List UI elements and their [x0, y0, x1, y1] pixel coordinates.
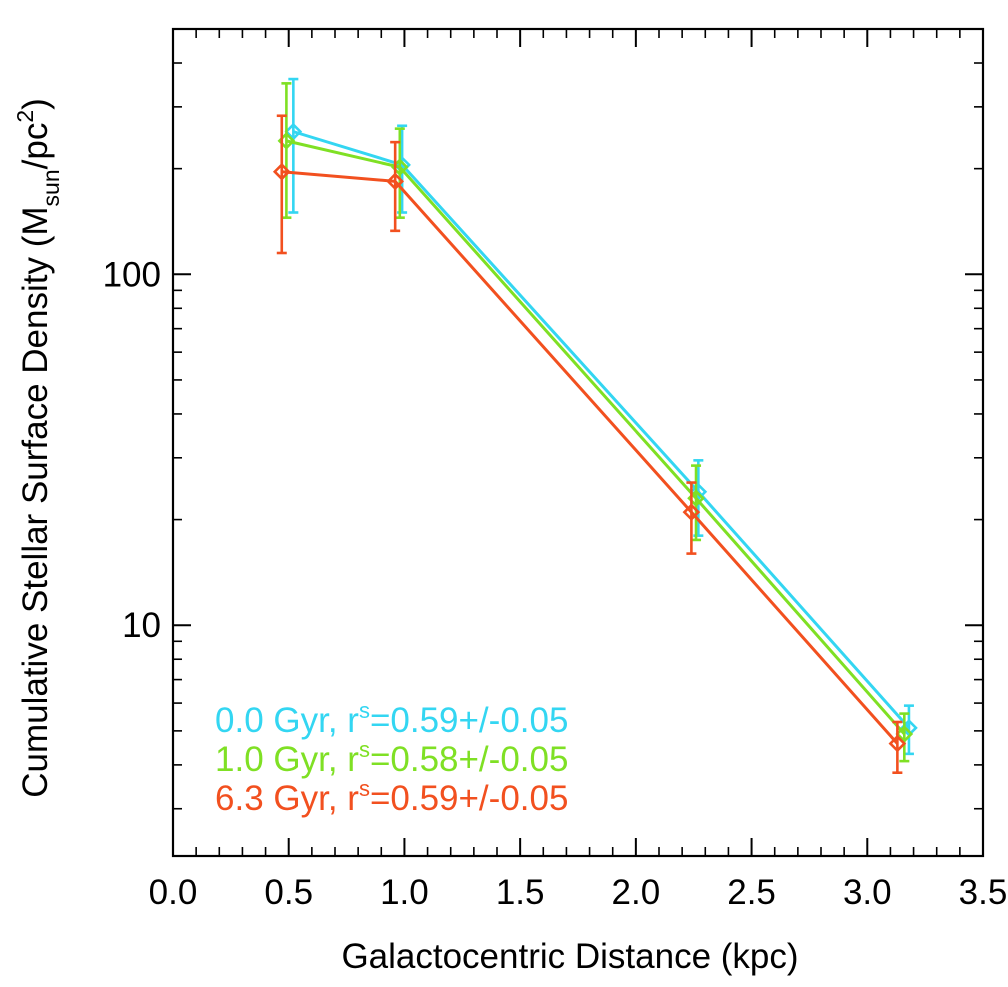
- legend-entry-value: =0.58+/-0.05: [370, 740, 569, 779]
- y-axis-label-mass-subscript: sun: [38, 169, 64, 206]
- series-line: [292, 130, 911, 729]
- series-line: [286, 139, 906, 735]
- x-tick-label: 0.0: [149, 873, 198, 912]
- data-point-diamond: [272, 162, 291, 181]
- y-axis-label-suffix: ): [16, 98, 55, 110]
- y-axis-label-area-superscript: 2: [12, 110, 38, 123]
- legend-entry-subscript: s: [359, 737, 370, 762]
- x-tick-label: 3.5: [959, 873, 1008, 912]
- data-point-diamond: [682, 503, 701, 521]
- legend-entry-1: 1.0 Gyr, rs=0.58+/-0.05: [215, 737, 568, 779]
- x-tick-label: 1.5: [496, 873, 545, 912]
- x-tick-label: 1.0: [380, 873, 429, 912]
- series-1: [277, 82, 914, 763]
- y-axis-label-mid: /pc: [16, 123, 55, 170]
- legend-entry-value: =0.59+/-0.05: [370, 779, 569, 818]
- legend-entry-2: 6.3 Gyr, rs=0.59+/-0.05: [215, 776, 568, 818]
- legend-entry-value: =0.59+/-0.05: [370, 701, 569, 740]
- series-2: [272, 114, 907, 775]
- legend-entry-0: 0.0 Gyr, rs=0.59+/-0.05: [215, 698, 568, 740]
- x-tick-label: 2.5: [727, 873, 776, 912]
- axes: 0.0 0.5 1.0 1.5 2.0 2.5 3.0 3.5 10 100: [103, 27, 1008, 912]
- plot-frame: [171, 27, 985, 858]
- legend: 0.0 Gyr, rs=0.59+/-0.051.0 Gyr, rs=0.58+…: [215, 698, 568, 818]
- legend-entry-text: 6.3 Gyr, r: [215, 779, 359, 818]
- x-axis-label: Galactocentric Distance (kpc): [341, 937, 798, 976]
- x-tick-label: 3.0: [843, 873, 892, 912]
- x-tick-label: 0.5: [264, 873, 313, 912]
- y-axis-label-prefix: Cumulative Stellar Surface Density (M: [16, 206, 55, 797]
- data-point-diamond: [386, 172, 405, 191]
- legend-entry-text: 1.0 Gyr, r: [215, 740, 359, 779]
- legend-entry-subscript: s: [359, 698, 370, 723]
- series-line: [281, 170, 899, 745]
- y-tick-label: 10: [122, 606, 161, 645]
- series-layer: [272, 77, 918, 775]
- y-tick-label: 100: [103, 255, 161, 294]
- data-point-diamond: [888, 734, 907, 753]
- x-tick-label: 2.0: [612, 873, 661, 912]
- series-0: [284, 77, 918, 756]
- legend-entry-text: 0.0 Gyr, r: [215, 701, 359, 740]
- y-axis-label: Cumulative Stellar Surface Density (Msun…: [12, 98, 64, 798]
- legend-entry-subscript: s: [359, 776, 370, 801]
- data-point-diamond: [895, 725, 914, 743]
- data-point-diamond: [284, 122, 303, 141]
